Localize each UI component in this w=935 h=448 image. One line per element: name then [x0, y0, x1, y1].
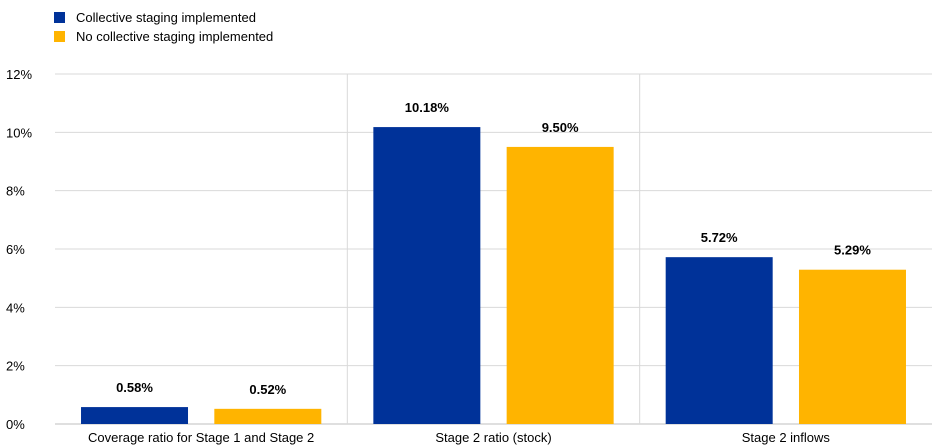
bar-collective — [373, 127, 481, 424]
legend-label-no-collective-staging: No collective staging implemented — [76, 29, 274, 44]
x-category-label: Stage 2 inflows — [742, 430, 831, 445]
y-tick-label: 2% — [6, 359, 25, 374]
y-tick-label: 8% — [6, 184, 25, 199]
bar-no-collective — [506, 146, 614, 424]
data-label-collective: 0.58% — [116, 380, 153, 395]
data-label-no-collective: 0.52% — [249, 382, 286, 397]
y-tick-label: 10% — [6, 125, 32, 140]
data-label-collective: 10.18% — [405, 100, 450, 115]
y-tick-label: 12% — [6, 67, 32, 82]
legend-swatch-collective-staging — [54, 12, 65, 23]
data-label-collective: 5.72% — [701, 230, 738, 245]
data-label-no-collective: 5.29% — [834, 243, 871, 258]
bar-collective — [81, 407, 189, 424]
x-category-label: Stage 2 ratio (stock) — [435, 430, 551, 445]
bar-no-collective — [214, 408, 322, 424]
legend-label-collective-staging: Collective staging implemented — [76, 10, 256, 25]
bar-no-collective — [798, 269, 906, 424]
legend-swatch-no-collective-staging — [54, 31, 65, 42]
legend-item-collective-staging: Collective staging implemented — [54, 8, 273, 27]
y-tick-label: 0% — [6, 417, 25, 432]
legend-item-no-collective-staging: No collective staging implemented — [54, 27, 273, 46]
data-label-no-collective: 9.50% — [542, 120, 579, 135]
y-tick-label: 4% — [6, 300, 25, 315]
chart-legend: Collective staging implemented No collec… — [54, 8, 273, 46]
x-category-label: Coverage ratio for Stage 1 and Stage 2 — [88, 430, 314, 445]
y-tick-label: 6% — [6, 242, 25, 257]
bar-collective — [665, 257, 773, 424]
